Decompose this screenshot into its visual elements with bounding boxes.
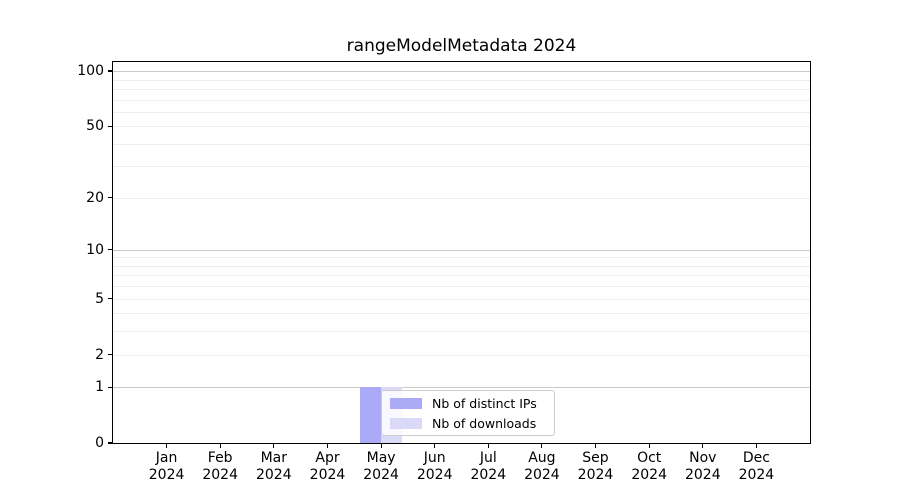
xtick-mark-jul — [487, 444, 489, 448]
xtick-label-nov: Nov 2024 — [684, 450, 721, 483]
gridline-y-4 — [113, 313, 810, 315]
ytick-mark-100 — [108, 70, 112, 72]
ytick-label-2: 2 — [95, 346, 104, 363]
gridline-y-6 — [113, 286, 810, 288]
ytick-label-5: 5 — [95, 290, 104, 307]
gridline-y-7 — [113, 275, 810, 277]
xtick-label-aug: Aug 2024 — [524, 450, 560, 483]
ytick-mark-2 — [108, 353, 112, 356]
xtick-label-may: May 2024 — [363, 450, 399, 483]
legend-swatch-downloads — [390, 417, 422, 429]
xtick-label-jan: Jan 2024 — [148, 450, 185, 483]
chart-title: rangeModelMetadata 2024 — [346, 36, 577, 56]
xtick-label-feb: Feb 2024 — [202, 450, 238, 483]
xtick-label-sep: Sep 2024 — [577, 450, 614, 483]
gridline-y-60 — [113, 111, 810, 113]
legend-label-downloads: Nb of downloads — [432, 415, 537, 431]
gridline-y-9 — [113, 257, 810, 259]
ytick-mark-1 — [108, 386, 112, 388]
xtick-mark-oct — [648, 444, 650, 448]
legend-item-downloads: Nb of downloads — [390, 415, 546, 431]
xtick-label-oct: Oct 2024 — [631, 450, 667, 483]
xtick-mark-sep — [594, 444, 597, 448]
gridline-y-70 — [113, 99, 810, 101]
gridline-y-90 — [113, 79, 810, 81]
gridline-y-1 — [113, 387, 810, 389]
xtick-mark-nov — [702, 444, 704, 448]
gridline-y-5 — [113, 298, 810, 300]
xtick-mark-may — [380, 444, 382, 448]
xtick-mark-jun — [434, 444, 436, 448]
xtick-label-mar: Mar 2024 — [255, 450, 292, 483]
gridline-y-10 — [113, 249, 810, 251]
legend-swatch-distinct-ips — [390, 397, 422, 409]
xtick-mark-dec — [755, 444, 757, 448]
ytick-label-50: 50 — [86, 118, 104, 135]
xtick-mark-mar — [273, 444, 275, 448]
xtick-label-jul: Jul 2024 — [470, 450, 507, 483]
gridline-y-8 — [113, 265, 810, 267]
ytick-label-20: 20 — [86, 189, 104, 206]
legend-label-distinct-ips: Nb of distinct IPs — [432, 395, 537, 411]
gridline-y-3 — [113, 331, 810, 333]
ytick-label-100: 100 — [77, 63, 104, 79]
xtick-label-apr: Apr 2024 — [309, 450, 346, 483]
gridline-y-40 — [113, 143, 810, 145]
gridline-y-50 — [113, 126, 810, 128]
bar-may-distinct-ips — [359, 387, 381, 443]
ytick-mark-5 — [108, 298, 112, 300]
ytick-label-10: 10 — [86, 241, 104, 258]
legend-item-distinct-ips: Nb of distinct IPs — [390, 395, 546, 411]
xtick-mark-jan — [166, 444, 168, 448]
ytick-mark-50 — [108, 125, 112, 127]
xtick-mark-feb — [219, 444, 221, 448]
gridline-y-20 — [113, 197, 810, 199]
legend: Nb of distinct IPs Nb of downloads — [381, 390, 555, 436]
xtick-mark-apr — [326, 444, 329, 448]
xtick-mark-aug — [541, 444, 543, 448]
xtick-label-jun: Jun 2024 — [416, 450, 453, 483]
ytick-label-1: 1 — [95, 379, 104, 396]
ytick-label-0: 0 — [95, 435, 104, 451]
gridline-y-100 — [113, 71, 810, 72]
gridline-y-2 — [113, 354, 810, 356]
ytick-mark-10 — [108, 249, 112, 251]
ytick-mark-20 — [108, 197, 112, 199]
gridline-y-80 — [113, 88, 810, 90]
gridline-y-30 — [113, 166, 810, 168]
ytick-mark-0 — [108, 442, 112, 444]
xtick-label-dec: Dec 2024 — [738, 450, 775, 483]
